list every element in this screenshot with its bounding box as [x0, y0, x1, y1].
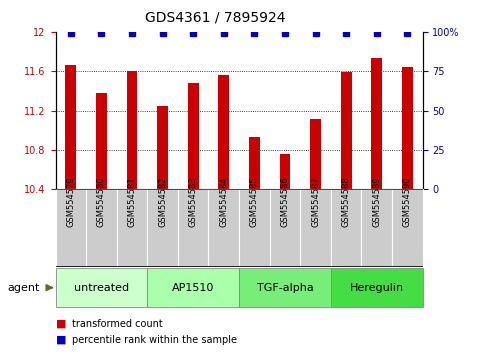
Bar: [188, 83, 199, 189]
Bar: [117, 189, 147, 267]
Text: GSM554581: GSM554581: [128, 176, 137, 227]
Text: GSM554589: GSM554589: [372, 176, 381, 227]
Text: percentile rank within the sample: percentile rank within the sample: [72, 335, 238, 345]
Bar: [157, 106, 168, 189]
Text: GSM554587: GSM554587: [311, 176, 320, 227]
Text: ■: ■: [56, 319, 66, 329]
Text: GSM554584: GSM554584: [219, 176, 228, 227]
Bar: [402, 67, 412, 189]
Text: GDS4361 / 7895924: GDS4361 / 7895924: [145, 11, 285, 25]
Bar: [209, 189, 239, 267]
Text: AP1510: AP1510: [172, 282, 214, 293]
Bar: [147, 189, 178, 267]
Bar: [56, 268, 147, 307]
Text: GSM554586: GSM554586: [281, 176, 289, 227]
Bar: [239, 268, 331, 307]
Text: ■: ■: [56, 335, 66, 345]
Text: Heregulin: Heregulin: [350, 282, 404, 293]
Bar: [178, 189, 209, 267]
Text: TGF-alpha: TGF-alpha: [256, 282, 313, 293]
Bar: [341, 72, 352, 189]
Bar: [361, 189, 392, 267]
Bar: [56, 189, 86, 267]
Bar: [86, 189, 117, 267]
Bar: [280, 154, 290, 189]
Text: GSM554580: GSM554580: [97, 176, 106, 227]
Bar: [310, 119, 321, 189]
Text: GSM554582: GSM554582: [158, 176, 167, 227]
Text: GSM554588: GSM554588: [341, 176, 351, 227]
Bar: [239, 189, 270, 267]
Bar: [66, 65, 76, 189]
Bar: [270, 189, 300, 267]
Bar: [127, 71, 137, 189]
Text: transformed count: transformed count: [72, 319, 163, 329]
Bar: [300, 189, 331, 267]
Bar: [331, 268, 423, 307]
Text: GSM554583: GSM554583: [189, 176, 198, 227]
Text: GSM554585: GSM554585: [250, 176, 259, 227]
Bar: [392, 189, 423, 267]
Bar: [147, 268, 239, 307]
Bar: [331, 189, 361, 267]
Bar: [218, 75, 229, 189]
Text: untreated: untreated: [74, 282, 129, 293]
Text: agent: agent: [7, 282, 40, 293]
Bar: [371, 58, 382, 189]
Text: GSM554579: GSM554579: [66, 176, 75, 227]
Bar: [249, 137, 260, 189]
Text: GSM554590: GSM554590: [403, 176, 412, 227]
Bar: [96, 93, 107, 189]
